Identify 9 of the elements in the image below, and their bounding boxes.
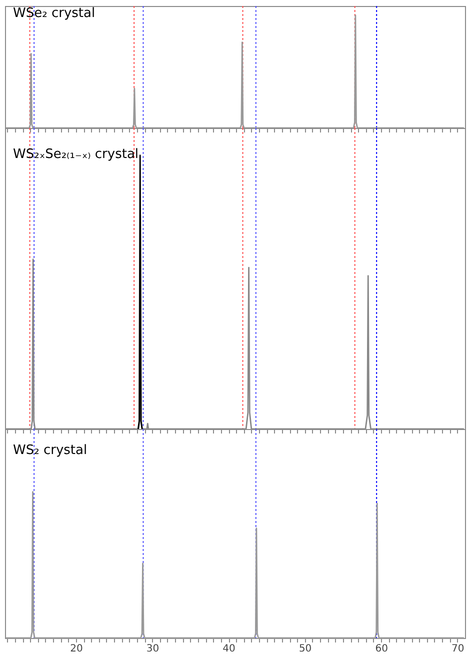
x-tick-label: 30 [146,644,160,654]
x-tick-label: 60 [375,644,388,654]
x-tick-label: 70 [452,644,464,654]
chart-title: WSe₂ crystal [13,6,96,21]
x-tick-label: 20 [70,644,83,654]
x-tick-label: 40 [222,644,236,654]
chart-title: WS₂ₓSe₂₍₁₋ₓ₎ crystal [13,147,139,162]
x-tick-label: 50 [298,644,312,654]
chart-title: WS₂ crystal [13,443,88,458]
